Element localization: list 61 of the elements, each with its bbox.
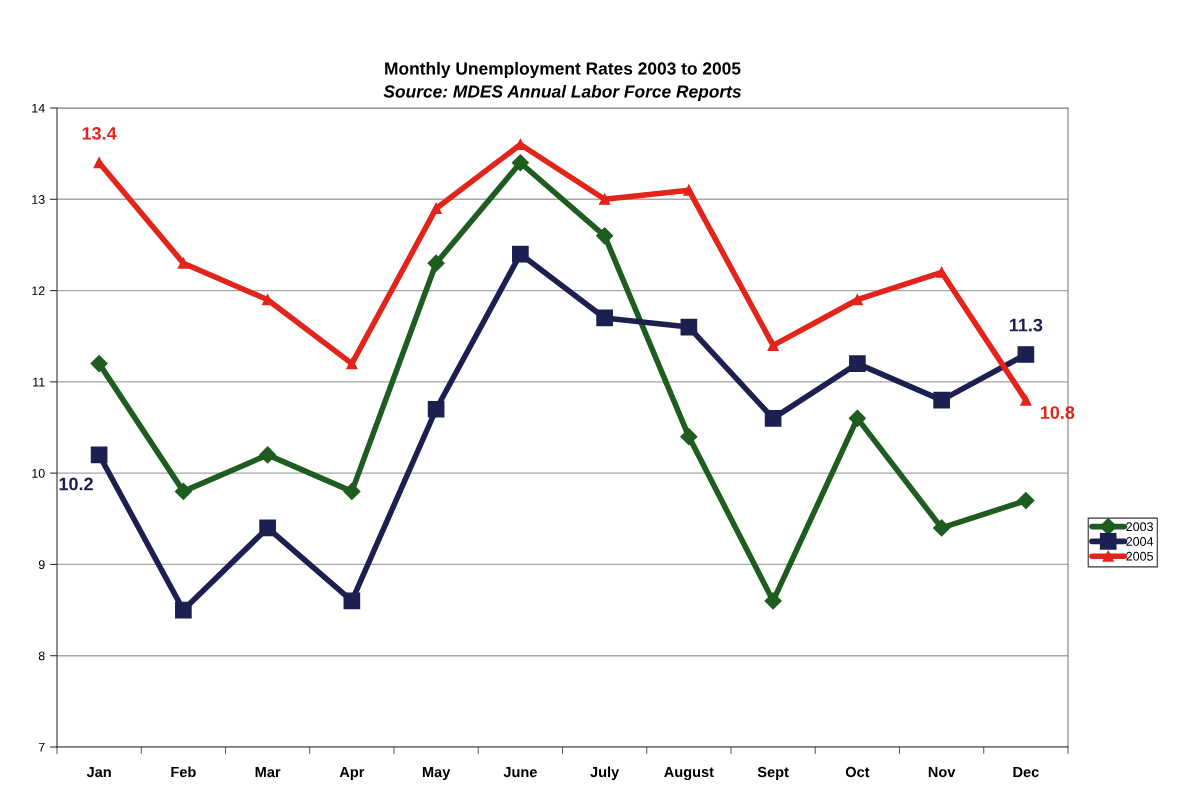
x-tick-label: Oct [845,766,870,778]
point [764,592,782,610]
y-tick-label: 11 [33,377,45,387]
x-tick-label: Feb [171,766,196,778]
data-label: 13.4 [82,126,117,140]
x-tick-label: Mar [255,766,281,778]
x-tick-label: Apr [339,766,365,781]
point [683,184,695,196]
point [764,410,782,427]
point [175,601,192,619]
y-tick-label: 10 [32,468,45,478]
chart-subtitle: Source: MDES Annual Labor Force Reports [383,84,742,102]
y-tick-label: 8 [38,651,45,661]
data-label: 10.8 [1040,406,1075,419]
point [933,391,950,409]
point [177,257,189,269]
legend-label: 2003 [1126,522,1153,532]
point [346,358,358,370]
x-tick-label: Dec [1013,766,1039,778]
point [343,592,361,610]
y-tick-label: 7 [38,742,45,752]
point [427,254,445,272]
point [259,446,277,464]
x-tick-label: Sept [757,766,789,781]
point [767,339,779,351]
point [512,245,529,263]
point [933,519,951,537]
point [849,355,866,372]
point [511,154,529,172]
data-label: 10.2 [59,477,93,491]
point [174,482,192,500]
x-tick-label: July [590,766,620,781]
point [1017,491,1035,510]
legend-label: 2004 [1126,537,1154,546]
x-tick-label: June [503,766,537,778]
point [343,482,361,500]
point [680,428,698,446]
chart-title: Monthly Unemployment Rates 2003 to 2005 [385,61,741,79]
y-tick-label: 12 [32,286,45,296]
x-tick-label: August [664,766,714,781]
point [680,318,698,336]
y-tick-label: 14 [32,103,45,113]
data-label: 11.3 [1009,318,1043,332]
x-tick-label: Jan [86,766,111,778]
point [848,409,866,427]
point [90,446,108,464]
point [1020,394,1032,406]
point [259,519,276,537]
y-tick-label: 13 [32,195,45,204]
x-tick-label: Nov [928,766,956,778]
point [599,193,611,205]
point [596,227,614,245]
point [596,309,613,327]
point [430,202,442,214]
y-tick-label: 9 [38,560,45,570]
point [1017,346,1035,363]
x-tick-label: May [422,766,451,781]
point [90,355,108,373]
point [427,400,445,418]
legend-label: 2005 [1126,551,1153,561]
point [851,294,863,306]
